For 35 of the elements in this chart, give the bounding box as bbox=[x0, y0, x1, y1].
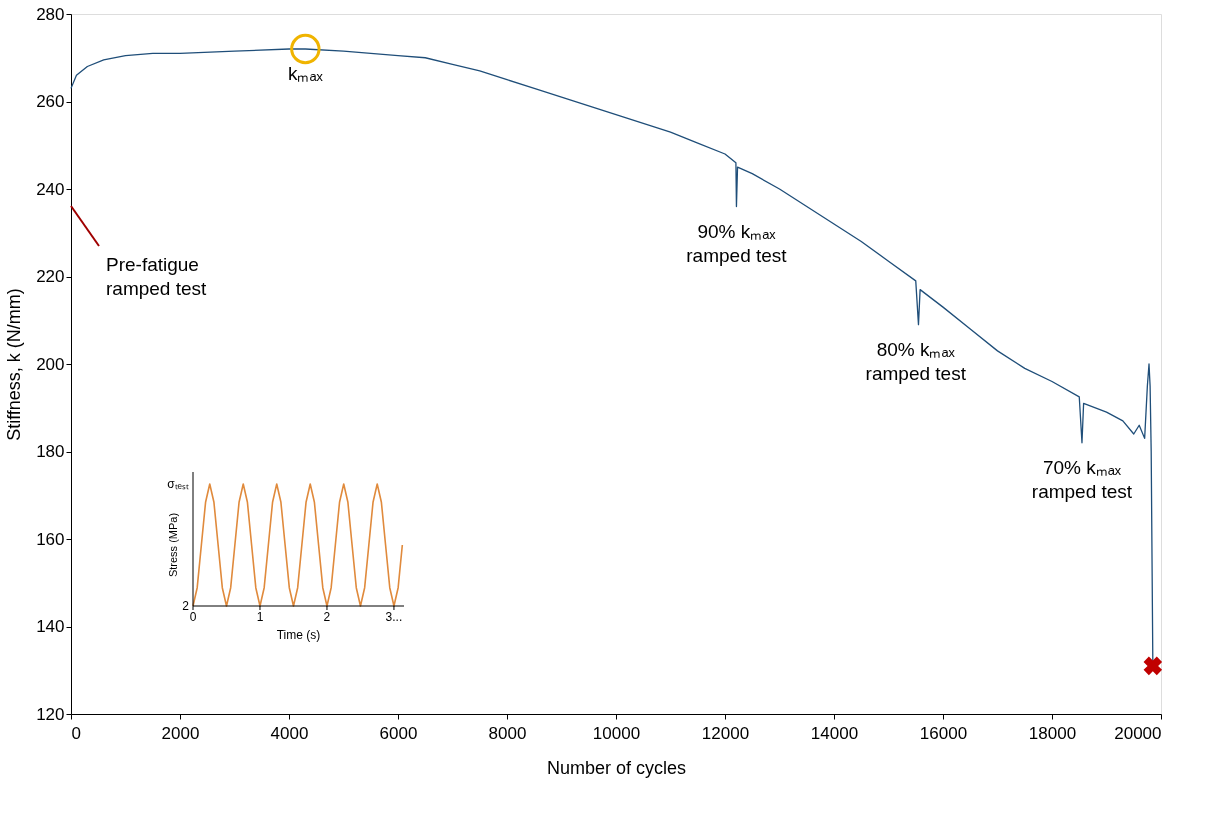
annotation: 70% kₘₐₓ ramped test bbox=[1031, 456, 1133, 502]
x-tick-label: 14000 bbox=[810, 723, 859, 743]
x-tick-label: 0 bbox=[189, 610, 197, 624]
y-tick-label: 200 bbox=[36, 354, 65, 374]
x-tick-label: 0 bbox=[71, 723, 81, 743]
x-axis-title: Number of cycles bbox=[546, 757, 687, 778]
annotation: σₜₑₛₜ bbox=[167, 477, 189, 491]
x-tick-label: 6000 bbox=[379, 723, 418, 743]
x-tick-label: 4000 bbox=[270, 723, 309, 743]
y-tick-label: 180 bbox=[36, 442, 65, 461]
annotation: Pre-fatigue ramped test bbox=[106, 254, 208, 299]
x-tick-label: 1 bbox=[256, 610, 264, 624]
annotation: 90% kₘₐₓ ramped test bbox=[686, 220, 788, 266]
x-tick-label: 16000 bbox=[919, 723, 968, 743]
x-tick-label: 2 bbox=[323, 610, 331, 624]
y-tick-label: 280 bbox=[36, 4, 65, 24]
y-tick-label: 160 bbox=[36, 529, 65, 549]
x-tick-label: 3... bbox=[385, 610, 403, 624]
annotation: kₘₐₓ bbox=[287, 63, 324, 84]
y-tick-label: 220 bbox=[36, 267, 65, 286]
x-tick-label: 18000 bbox=[1028, 723, 1077, 743]
y-axis-title: Stress (MPa) bbox=[167, 512, 179, 578]
y-tick-label: 140 bbox=[36, 617, 65, 636]
x-axis-title: Time (s) bbox=[276, 628, 321, 642]
y-tick-label: 260 bbox=[36, 92, 65, 111]
x-tick-label: 10000 bbox=[592, 723, 641, 743]
x-tick-label: 12000 bbox=[701, 723, 750, 743]
y-tick-label: 240 bbox=[36, 179, 65, 199]
x-tick-label: 8000 bbox=[488, 723, 527, 743]
y-tick-label: 120 bbox=[36, 704, 65, 724]
x-tick-label: 2000 bbox=[161, 723, 200, 743]
annotation: 80% kₘₐₓ ramped test bbox=[865, 338, 967, 384]
annotation: 2 bbox=[182, 599, 190, 613]
y-axis-title: Stiffness, k (N/mm) bbox=[4, 288, 25, 441]
x-tick-label: 20000 bbox=[1114, 723, 1162, 743]
